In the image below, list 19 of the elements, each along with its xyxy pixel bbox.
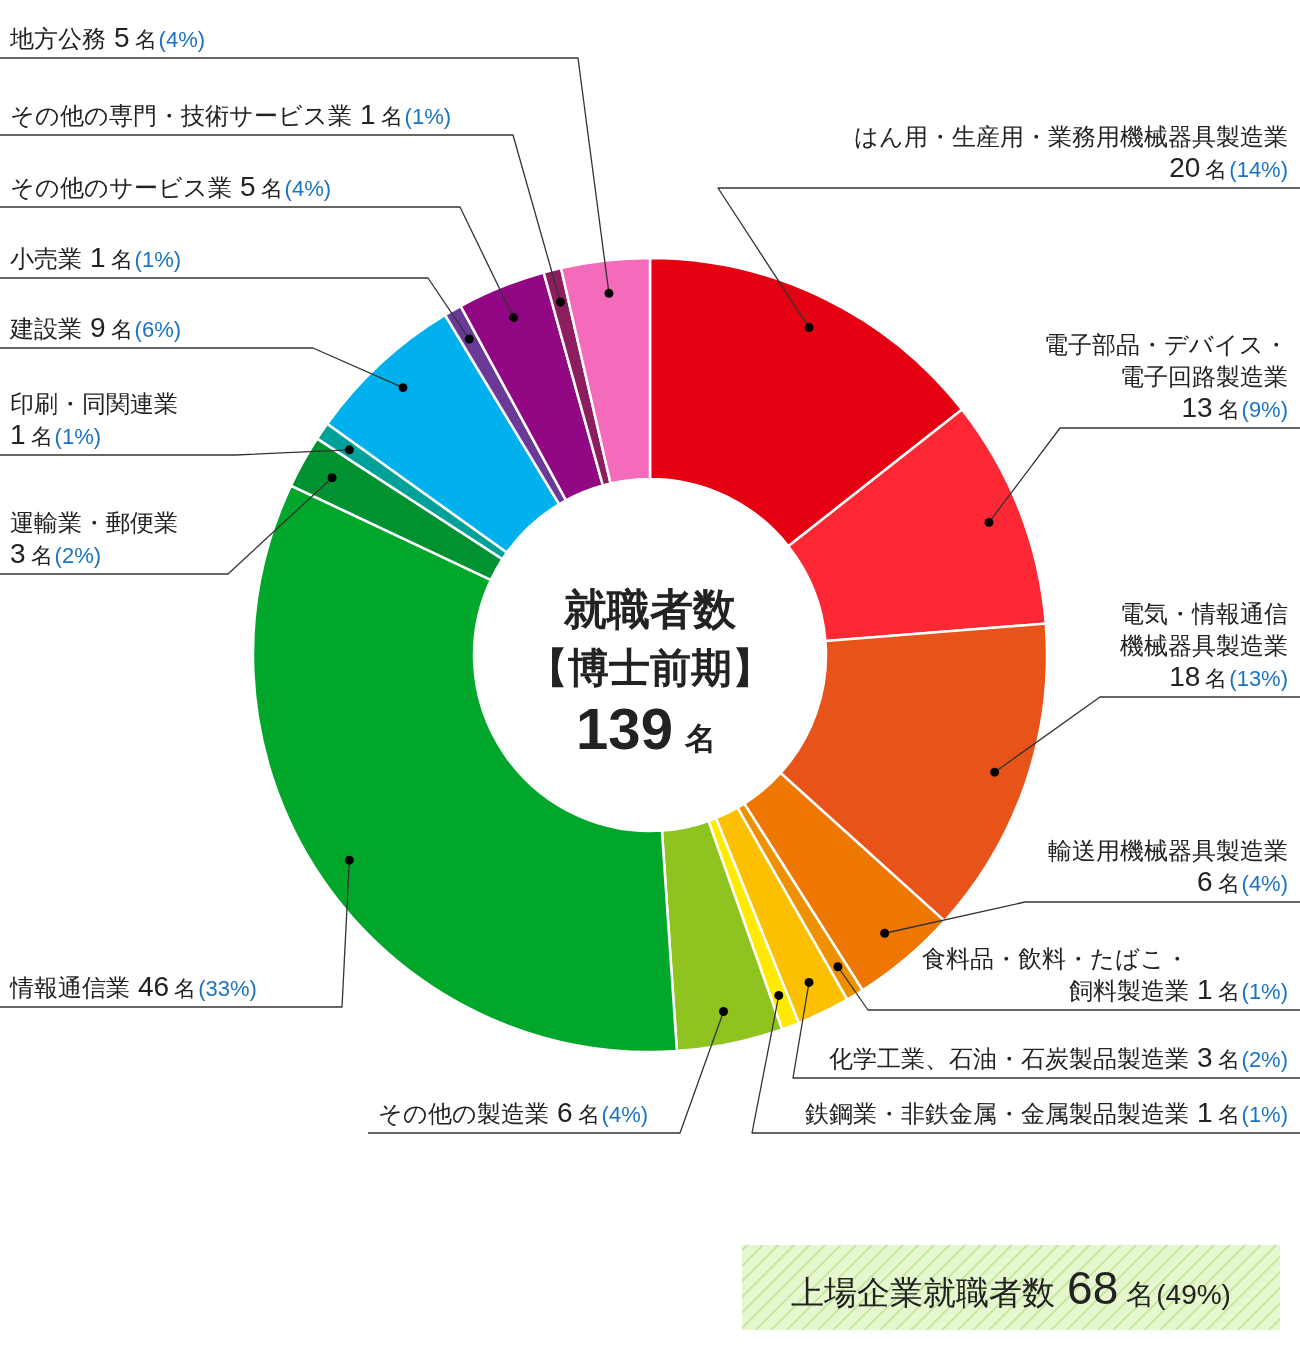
- slice-label: その他の製造業: [378, 1100, 549, 1127]
- slice-label: 建設業: [9, 315, 82, 342]
- slice-label: 食料品・飲料・たばこ・飼料製造業: [921, 945, 1189, 1004]
- slice-label: 電子部品・デバイス・電子回路製造業: [1044, 331, 1288, 390]
- slice-label: 鉄鋼業・非鉄金属・金属製品製造業: [804, 1100, 1189, 1127]
- slice-label: はん用・生産用・業務用機械器具製造業: [854, 123, 1288, 150]
- slice-label: 地方公務: [9, 25, 106, 52]
- slice-label: 輸送用機械器具製造業: [1048, 837, 1288, 864]
- slice-label: その他の専門・技術サービス業: [10, 102, 352, 129]
- slice-label: 小売業: [10, 245, 82, 272]
- slice-label: 運輸業・郵便業: [10, 509, 178, 536]
- text: 就職者数: [563, 585, 737, 633]
- slice-label: 情報通信業: [9, 974, 130, 1001]
- slice-label: 化学工業、石油・石炭製品製造業: [828, 1045, 1189, 1072]
- data-label: 20名(14%): [1169, 152, 1288, 183]
- slice-label: 電気・情報通信機械器具製造業: [1120, 600, 1288, 659]
- text: 【博士前期】: [527, 645, 773, 691]
- slice-label: 印刷・同関連業: [10, 390, 178, 417]
- slice-label: その他のサービス業: [10, 174, 232, 201]
